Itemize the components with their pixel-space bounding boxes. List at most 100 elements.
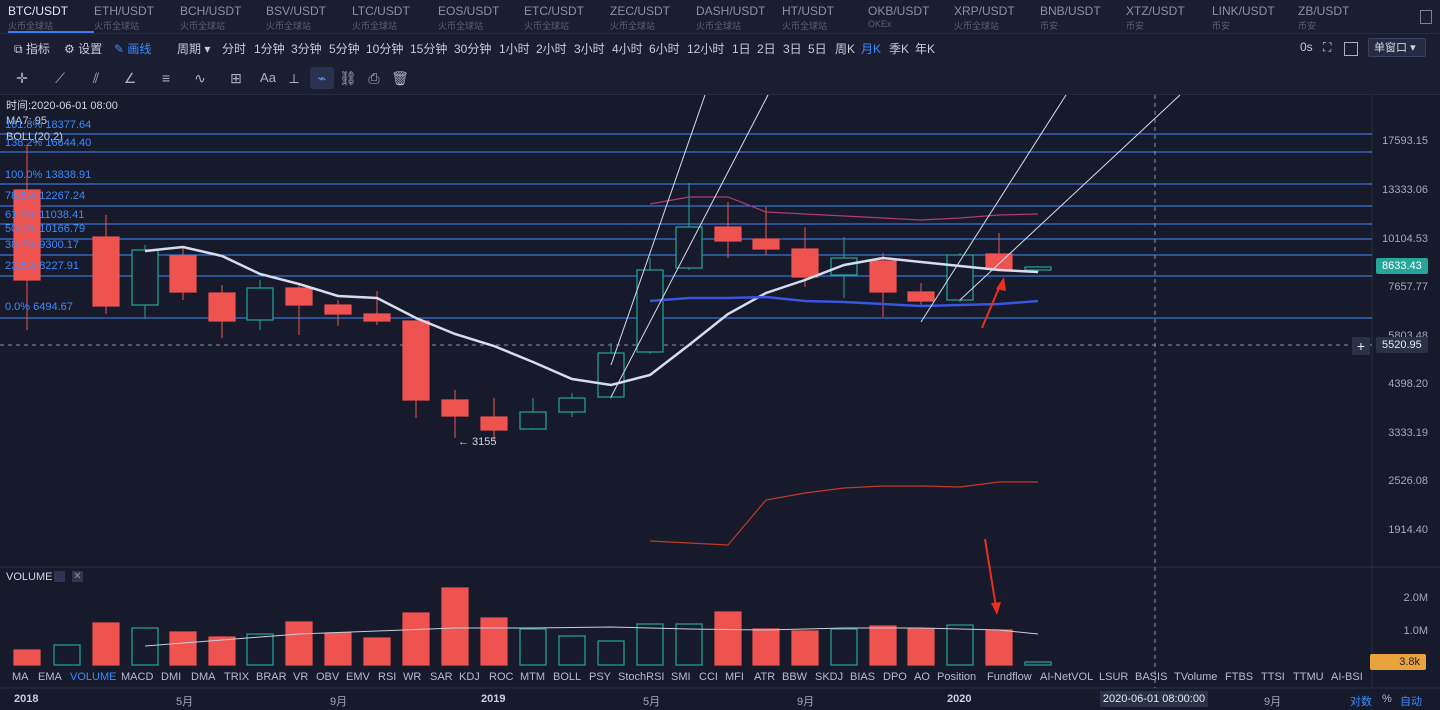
- symbol-tab[interactable]: LTC/USDT 火币全球站: [352, 4, 438, 31]
- period-option[interactable]: 分时: [222, 42, 247, 56]
- indicator-option[interactable]: FTBS: [1225, 671, 1254, 683]
- indicator-option[interactable]: TVolume: [1174, 671, 1218, 683]
- symbol-tab[interactable]: OKB/USDT OKEx: [868, 4, 954, 31]
- percent-toggle[interactable]: %: [1382, 693, 1392, 705]
- indicator-option[interactable]: MA: [12, 671, 29, 683]
- window-icon[interactable]: [1344, 42, 1358, 56]
- indicator-option[interactable]: TTMU: [1293, 671, 1324, 683]
- indicator-option[interactable]: OBV: [316, 671, 340, 683]
- indicator-option[interactable]: BRAR: [256, 671, 287, 683]
- indicator-option[interactable]: RSI: [378, 671, 397, 683]
- indicator-option[interactable]: MACD: [121, 671, 154, 683]
- symbol-tab[interactable]: ETH/USDT 火币全球站: [94, 4, 180, 31]
- period-option[interactable]: 年K: [915, 42, 936, 56]
- crosshair-tool-icon[interactable]: ✛: [16, 70, 28, 86]
- expand-icon[interactable]: [1420, 10, 1432, 24]
- magnet-tool-icon[interactable]: ⌁: [310, 67, 334, 89]
- indicator-option[interactable]: TTSI: [1261, 671, 1285, 683]
- indicator-option[interactable]: BASIS: [1135, 671, 1168, 683]
- window-mode-select[interactable]: 单窗口 ▾: [1368, 38, 1426, 57]
- indicator-option[interactable]: CCI: [699, 671, 718, 683]
- period-option[interactable]: 3小时: [574, 42, 605, 56]
- indicator-option[interactable]: AI-NetVOL: [1040, 671, 1094, 683]
- period-option[interactable]: 1日: [732, 42, 751, 56]
- period-option[interactable]: 15分钟: [410, 42, 448, 56]
- indicator-option[interactable]: EMA: [38, 671, 62, 683]
- close-icon[interactable]: ✕: [72, 571, 83, 582]
- period-option[interactable]: 5日: [808, 42, 827, 56]
- settings-icon[interactable]: [54, 571, 65, 582]
- indicator-option[interactable]: AO: [914, 671, 930, 683]
- indicator-option[interactable]: SMI: [671, 671, 691, 683]
- period-dropdown[interactable]: 周期 ▾: [177, 42, 211, 56]
- log-scale-toggle[interactable]: 对数: [1350, 696, 1372, 708]
- trash-icon[interactable]: 🗑: [391, 70, 409, 86]
- show-hide-tool-icon[interactable]: ⎙: [368, 70, 380, 86]
- indicator-button[interactable]: ⧉ 指标: [14, 42, 50, 56]
- period-option[interactable]: 2小时: [536, 42, 567, 56]
- indicator-option[interactable]: KDJ: [459, 671, 480, 683]
- indicator-option[interactable]: LSUR: [1099, 671, 1129, 683]
- period-option[interactable]: 周K: [835, 42, 856, 56]
- symbol-tab[interactable]: BNB/USDT 币安: [1040, 4, 1126, 31]
- symbol-tab[interactable]: ETC/USDT 火币全球站: [524, 4, 610, 31]
- period-option[interactable]: 10分钟: [366, 42, 404, 56]
- indicator-option[interactable]: WR: [403, 671, 422, 683]
- period-option[interactable]: 2日: [757, 42, 776, 56]
- period-option[interactable]: 3日: [783, 42, 802, 56]
- settings-button[interactable]: ⚙ 设置: [64, 42, 103, 56]
- symbol-tab[interactable]: BCH/USDT 火币全球站: [180, 4, 266, 31]
- indicator-option[interactable]: BBW: [782, 671, 808, 683]
- fib-tool-icon[interactable]: ≡: [161, 70, 171, 86]
- auto-scale-toggle[interactable]: 自动: [1400, 696, 1422, 708]
- period-option[interactable]: 3分钟: [291, 42, 322, 56]
- angle-tool-icon[interactable]: ∠: [123, 70, 137, 86]
- indicator-option[interactable]: BOLL: [553, 671, 582, 683]
- indicator-option[interactable]: AI-BSI: [1331, 671, 1363, 683]
- measure-tool-icon[interactable]: ⊞: [230, 70, 242, 86]
- period-option[interactable]: 12小时: [687, 42, 725, 56]
- period-option[interactable]: 6小时: [649, 42, 680, 56]
- add-icon[interactable]: +: [1352, 337, 1370, 355]
- period-option[interactable]: 1小时: [499, 42, 530, 56]
- period-option[interactable]: 5分钟: [329, 42, 360, 56]
- indicator-option[interactable]: StochRSI: [618, 671, 665, 683]
- indicator-option[interactable]: SAR: [430, 671, 453, 683]
- symbol-tab[interactable]: ZEC/USDT 火币全球站: [610, 4, 696, 31]
- indicator-option[interactable]: ROC: [489, 671, 514, 683]
- indicator-option[interactable]: VR: [293, 671, 309, 683]
- symbol-tab[interactable]: DASH/USDT 火币全球站: [696, 4, 782, 31]
- symbol-tab[interactable]: LINK/USDT 币安: [1212, 4, 1298, 31]
- indicator-option[interactable]: MFI: [725, 671, 744, 683]
- trendline-tool-icon[interactable]: ⟋: [55, 70, 65, 86]
- indicator-option[interactable]: VOLUME: [70, 671, 117, 683]
- lock-tool-icon[interactable]: ⛓: [339, 70, 357, 86]
- indicator-option[interactable]: ATR: [754, 671, 776, 683]
- indicator-option[interactable]: Position: [937, 671, 977, 683]
- fullscreen-icon[interactable]: ⛶: [1323, 40, 1332, 54]
- indicator-option[interactable]: MTM: [520, 671, 546, 683]
- symbol-tab[interactable]: HT/USDT 火币全球站: [782, 4, 868, 31]
- indicator-option[interactable]: DMI: [161, 671, 182, 683]
- indicator-option[interactable]: BIAS: [850, 671, 876, 683]
- indicator-option[interactable]: TRIX: [224, 671, 250, 683]
- period-option[interactable]: 季K: [889, 42, 910, 56]
- symbol-tab[interactable]: ZB/USDT 币安: [1298, 4, 1384, 31]
- indicator-option[interactable]: SKDJ: [815, 671, 844, 683]
- indicator-option[interactable]: EMV: [346, 671, 370, 683]
- symbol-tab[interactable]: XRP/USDT 火币全球站: [954, 4, 1040, 31]
- channel-tool-icon[interactable]: ⫽: [92, 70, 100, 86]
- draw-button[interactable]: ✎ 画线: [114, 42, 152, 56]
- symbol-tab[interactable]: BTC/USDT 火币全球站: [8, 4, 94, 33]
- period-option[interactable]: 4小时: [612, 42, 643, 56]
- symbol-tab[interactable]: XTZ/USDT 币安: [1126, 4, 1212, 31]
- indicator-option[interactable]: PSY: [589, 671, 612, 683]
- text-tool-icon[interactable]: Aa: [260, 70, 276, 85]
- period-option[interactable]: 月K: [861, 42, 882, 56]
- indicator-option[interactable]: DMA: [191, 671, 216, 683]
- indicator-option[interactable]: Fundflow: [987, 671, 1032, 683]
- symbol-tab[interactable]: EOS/USDT 火币全球站: [438, 4, 524, 31]
- period-option[interactable]: 1分钟: [254, 42, 285, 56]
- indicator-option[interactable]: DPO: [883, 671, 907, 683]
